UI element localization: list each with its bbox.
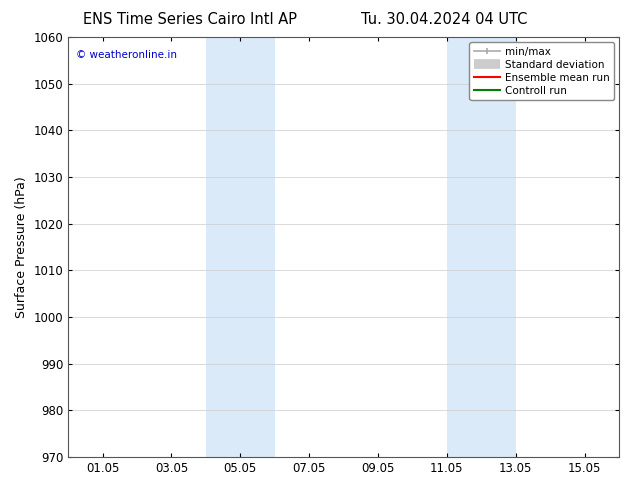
Y-axis label: Surface Pressure (hPa): Surface Pressure (hPa) [15, 176, 28, 318]
Bar [447, 37, 515, 457]
Text: ENS Time Series Cairo Intl AP: ENS Time Series Cairo Intl AP [83, 12, 297, 27]
Bar [206, 37, 275, 457]
Legend: min/max, Standard deviation, Ensemble mean run, Controll run: min/max, Standard deviation, Ensemble me… [469, 42, 614, 100]
Text: © weatheronline.in: © weatheronline.in [77, 50, 178, 60]
Text: Tu. 30.04.2024 04 UTC: Tu. 30.04.2024 04 UTC [361, 12, 527, 27]
